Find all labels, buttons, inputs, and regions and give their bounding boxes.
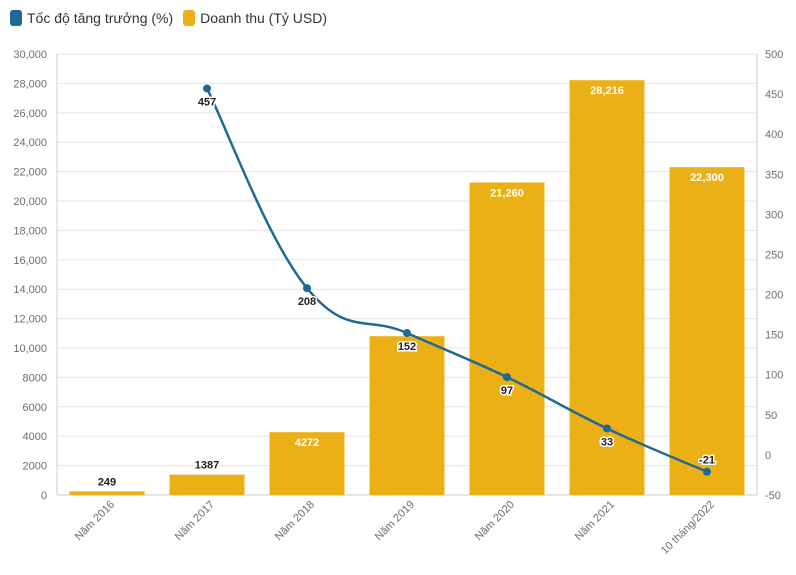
y-right-tick-label: 200 bbox=[765, 290, 783, 302]
y-left-tick-label: 16,000 bbox=[13, 255, 47, 267]
legend-swatch-growth bbox=[10, 10, 22, 26]
bar bbox=[569, 80, 645, 496]
x-tick-label: Năm 2017 bbox=[173, 499, 217, 543]
y-left-tick-label: 22,000 bbox=[13, 167, 47, 179]
x-tick-label: Năm 2016 bbox=[73, 499, 117, 543]
growth-point bbox=[203, 84, 211, 93]
y-left-tick-label: 20,000 bbox=[13, 196, 47, 208]
x-tick-label: Năm 2019 bbox=[373, 499, 417, 543]
y-left-tick-label: 30,000 bbox=[13, 49, 47, 61]
y-left-tick-label: 2000 bbox=[23, 461, 47, 473]
y-left-tick-label: 26,000 bbox=[13, 108, 47, 120]
bar-data-label: 22,300 bbox=[690, 172, 724, 184]
x-tick-label: Năm 2021 bbox=[573, 499, 617, 543]
growth-point bbox=[603, 424, 611, 433]
y-right-tick-label: 350 bbox=[765, 169, 783, 181]
y-right-tick-label: 100 bbox=[765, 370, 783, 382]
legend-item-growth[interactable]: Tốc độ tăng trưởng (%) bbox=[10, 10, 173, 26]
y-right-tick-label: 150 bbox=[765, 330, 783, 342]
bar-data-label: 249 bbox=[98, 476, 116, 488]
growth-data-label: 97 bbox=[501, 385, 513, 397]
bar-data-label: 21,260 bbox=[490, 187, 524, 199]
bar bbox=[169, 474, 245, 495]
growth-data-label: -21 bbox=[699, 455, 715, 467]
x-tick-label: Năm 2020 bbox=[473, 499, 517, 543]
y-right-tick-label: 0 bbox=[765, 450, 771, 462]
y-right-tick-label: 300 bbox=[765, 209, 783, 221]
y-right-tick-label: 400 bbox=[765, 129, 783, 141]
growth-data-label: 152 bbox=[398, 341, 416, 353]
y-left-tick-label: 18,000 bbox=[13, 225, 47, 237]
y-left-tick-label: 4000 bbox=[23, 431, 47, 443]
legend-label-growth: Tốc độ tăng trưởng (%) bbox=[27, 10, 174, 26]
growth-data-label: 33 bbox=[601, 436, 613, 448]
y-left-tick-label: 8000 bbox=[23, 372, 47, 384]
legend-item-revenue[interactable]: Doanh thu (Tỷ USD) bbox=[183, 10, 327, 26]
growth-data-label: 457 bbox=[198, 96, 216, 108]
bar-data-label: 4272 bbox=[295, 437, 319, 449]
x-tick-label: Năm 2018 bbox=[273, 499, 317, 543]
y-left-tick-label: 6000 bbox=[23, 402, 47, 414]
growth-point bbox=[403, 329, 411, 338]
y-right-tick-label: 50 bbox=[765, 410, 777, 422]
bar bbox=[369, 336, 445, 495]
y-left-tick-label: 10,000 bbox=[13, 343, 47, 355]
y-right-tick-label: -50 bbox=[765, 490, 781, 502]
legend-swatch-revenue bbox=[183, 10, 196, 26]
x-tick-label: 10 tháng/2022 bbox=[659, 499, 717, 557]
y-left-tick-label: 0 bbox=[41, 490, 47, 502]
legend-label-revenue: Doanh thu (Tỷ USD) bbox=[200, 10, 327, 26]
y-right-tick-label: 250 bbox=[765, 249, 783, 261]
y-right-tick-label: 450 bbox=[765, 89, 783, 101]
growth-data-label: 208 bbox=[298, 296, 316, 308]
bar bbox=[469, 182, 545, 495]
bar bbox=[669, 167, 745, 495]
bar bbox=[69, 491, 145, 495]
y-left-tick-label: 28,000 bbox=[13, 78, 47, 90]
bar-data-label: 1387 bbox=[195, 460, 219, 472]
bar-data-label: 28,216 bbox=[590, 85, 624, 97]
growth-point bbox=[503, 373, 511, 382]
bar bbox=[269, 432, 345, 495]
y-left-tick-label: 12,000 bbox=[13, 314, 47, 326]
legend: Tốc độ tăng trưởng (%) Doanh thu (Tỷ USD… bbox=[10, 10, 337, 26]
y-right-tick-label: 500 bbox=[765, 49, 783, 61]
growth-point bbox=[703, 467, 711, 476]
growth-point bbox=[303, 284, 311, 293]
y-left-tick-label: 14,000 bbox=[13, 284, 47, 296]
y-left-tick-label: 24,000 bbox=[13, 137, 47, 149]
